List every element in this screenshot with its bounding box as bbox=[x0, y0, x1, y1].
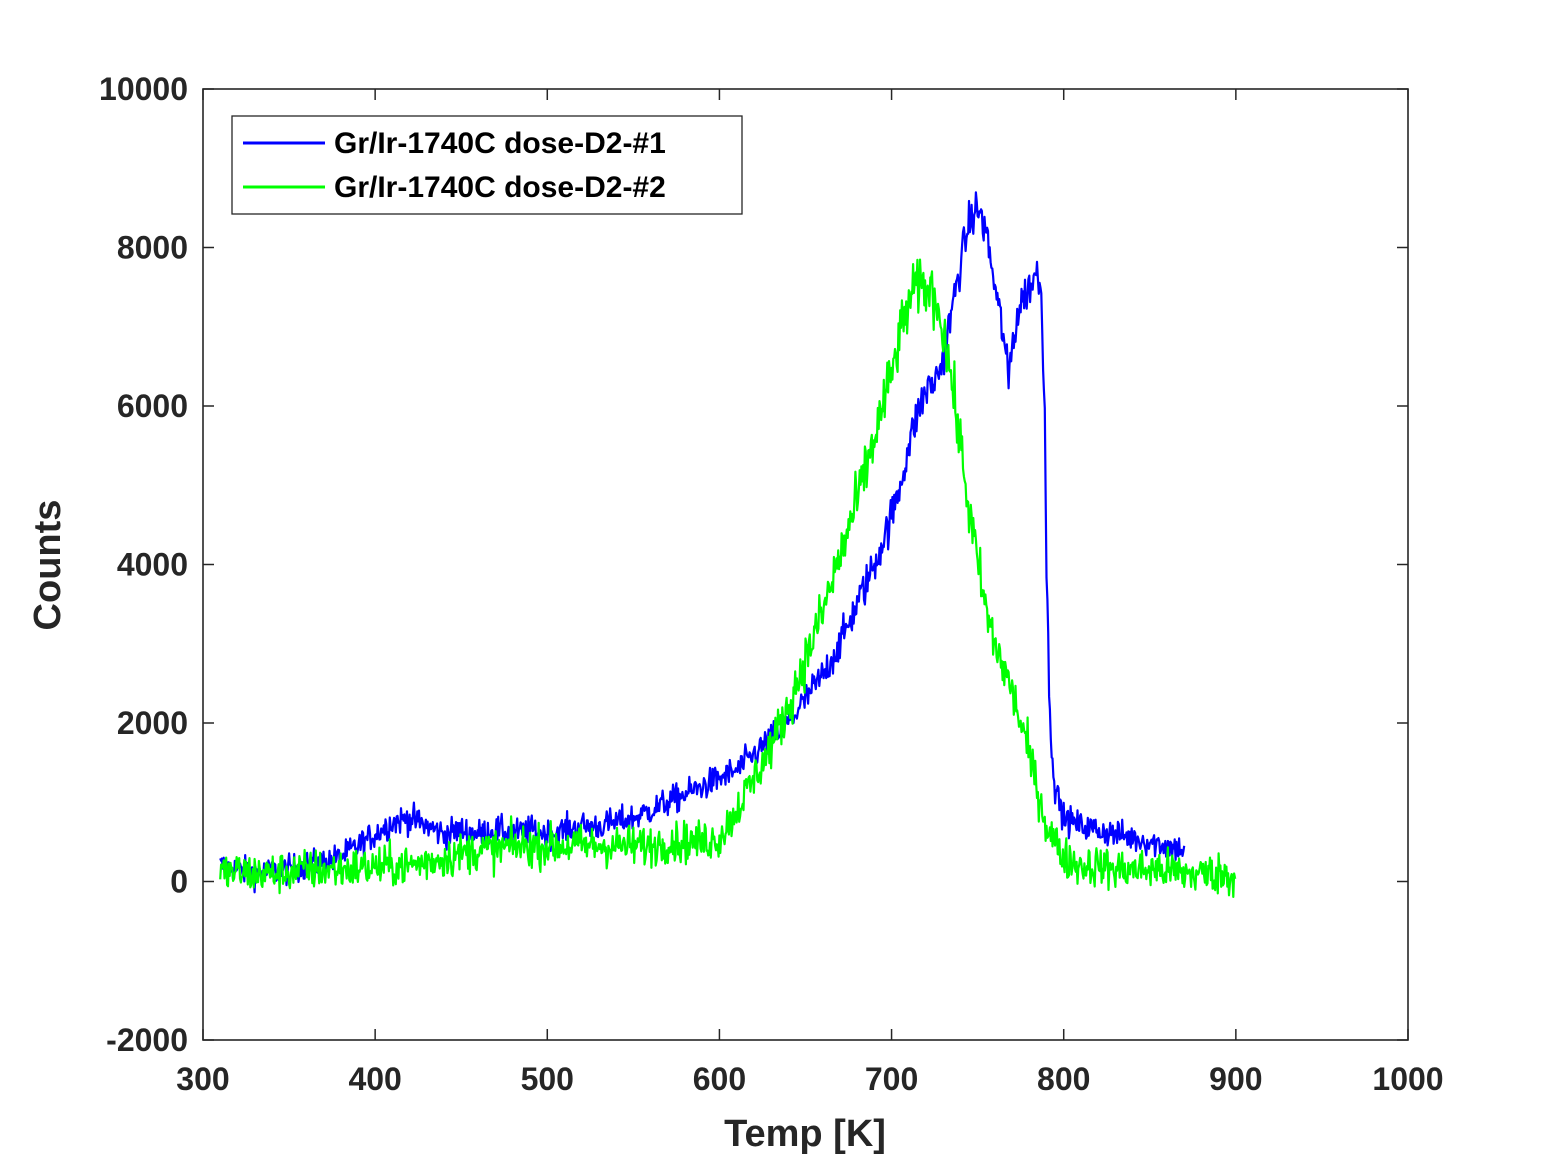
legend: Gr/Ir-1740C dose-D2-#1 Gr/Ir-1740C dose-… bbox=[231, 115, 743, 215]
series-layer bbox=[219, 191, 1237, 898]
y-tick-label: 10000 bbox=[99, 71, 188, 107]
x-tick-label: 700 bbox=[865, 1061, 918, 1097]
y-tick-label: 4000 bbox=[117, 547, 188, 583]
plot-area bbox=[203, 89, 1408, 1040]
legend-box bbox=[231, 115, 743, 215]
series-line-1 bbox=[219, 191, 1186, 894]
y-tick-label: 8000 bbox=[117, 230, 188, 266]
y-tick-label: 2000 bbox=[117, 705, 188, 741]
x-tick-label: 600 bbox=[693, 1061, 746, 1097]
x-tick-label: 300 bbox=[176, 1061, 229, 1097]
legend-label-series-2: Gr/Ir-1740C dose-D2-#2 bbox=[334, 171, 666, 204]
x-tick-label: 800 bbox=[1037, 1061, 1090, 1097]
ticks-layer: 300 400 500 600 700 800 900 1000 -2000 0 2000 4000 6… bbox=[99, 71, 1444, 1097]
x-axis-label: Temp [K] bbox=[724, 1113, 886, 1155]
x-tick-label: 400 bbox=[348, 1061, 401, 1097]
y-tick-label: 6000 bbox=[117, 388, 188, 424]
y-axis-label: Counts bbox=[27, 500, 69, 631]
x-tick-label: 1000 bbox=[1372, 1061, 1443, 1097]
x-tick-label: 900 bbox=[1209, 1061, 1262, 1097]
y-tick-label: 0 bbox=[170, 864, 188, 900]
legend-label-series-1: Gr/Ir-1740C dose-D2-#1 bbox=[334, 127, 666, 160]
series-line-2 bbox=[219, 258, 1237, 898]
x-tick-label: 500 bbox=[521, 1061, 574, 1097]
y-tick-label: -2000 bbox=[106, 1022, 188, 1058]
